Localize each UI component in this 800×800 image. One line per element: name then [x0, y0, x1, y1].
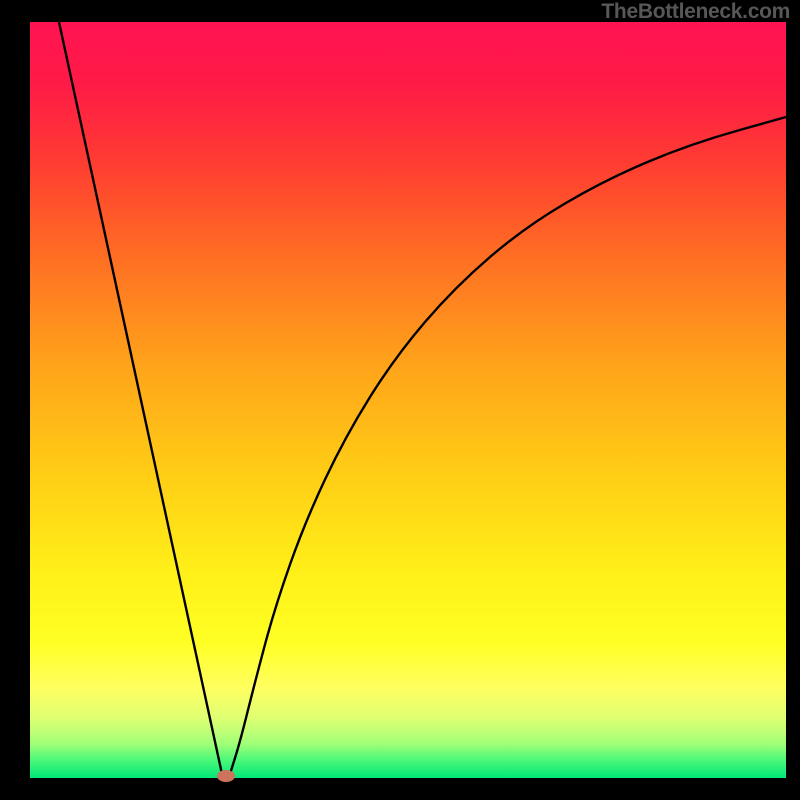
- minimum-marker: [217, 770, 235, 782]
- watermark-text: TheBottleneck.com: [601, 0, 790, 24]
- curve-svg: [30, 22, 786, 778]
- plot-background: [30, 22, 786, 778]
- chart-container: TheBottleneck.com: [0, 0, 800, 800]
- plot-area: [30, 22, 786, 778]
